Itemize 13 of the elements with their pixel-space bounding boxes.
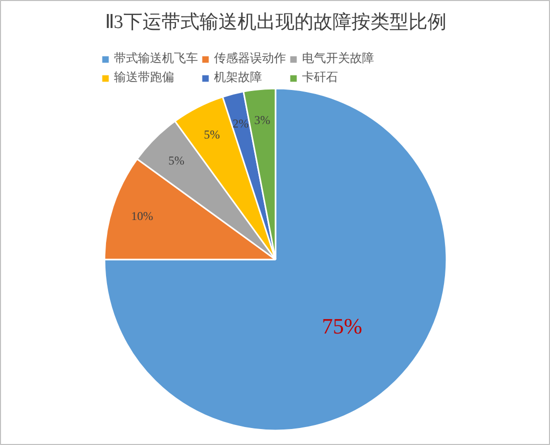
- legend-label: 输送带跑偏: [114, 69, 174, 86]
- legend-label: 卡矸石: [302, 69, 338, 86]
- legend-label: 机架故障: [214, 69, 262, 86]
- data-label: 10%: [131, 209, 154, 224]
- legend-label: 带式输送机飞车: [114, 50, 198, 67]
- chart-title: Ⅱ3下运带式输送机出现的故障按类型比例: [104, 12, 446, 33]
- data-label: 5%: [168, 153, 184, 168]
- data-label: 2%: [232, 116, 249, 131]
- legend-label: 传感器误动作: [214, 50, 286, 67]
- data-label: 75%: [322, 314, 362, 339]
- data-label: 3%: [254, 112, 270, 127]
- data-label: 5%: [204, 128, 220, 142]
- legend-label: 电气开关故障: [302, 50, 374, 67]
